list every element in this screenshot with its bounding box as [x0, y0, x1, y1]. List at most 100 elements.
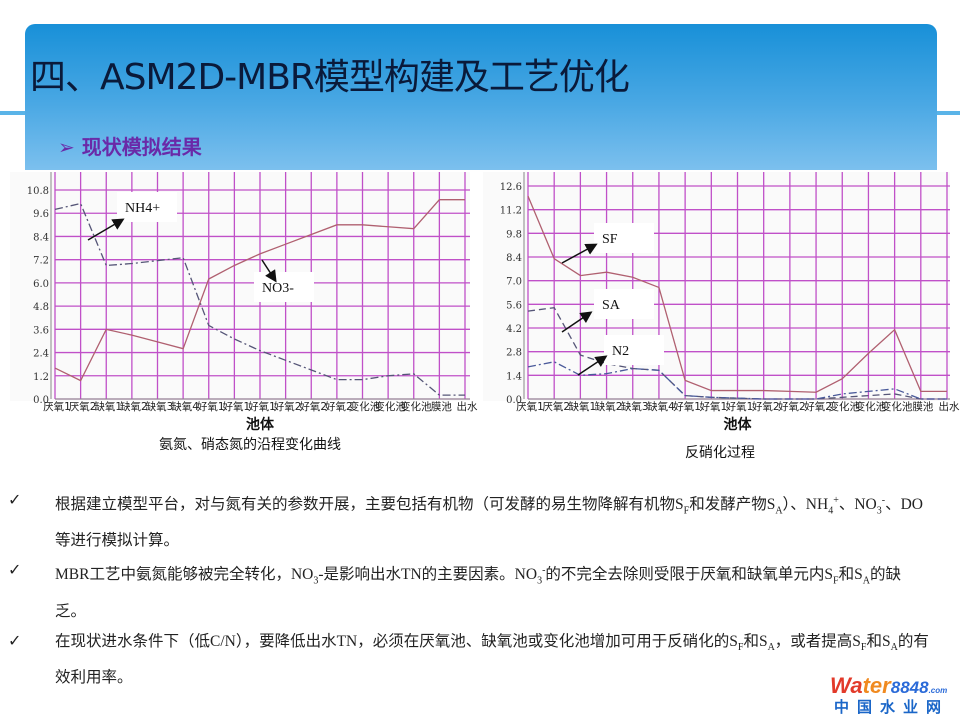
bullet-text: A: [862, 575, 870, 587]
x-tick-label: 出水: [457, 400, 478, 413]
bullet-text: ，或者提高S: [774, 632, 861, 650]
y-tick-label: 2.4: [33, 349, 49, 360]
x-tick-label: 缺氧2: [120, 400, 148, 413]
series-label: SF: [602, 232, 618, 247]
bullet-text: A: [775, 505, 783, 517]
bullet-text: MBR工艺中氨氮能够被完全转化，NO: [55, 566, 314, 584]
series-line-nh4: [54, 202, 465, 396]
x-tick-label: 好氧1: [726, 400, 754, 413]
series-label-box: [254, 272, 314, 302]
y-tick-label: 0.0: [33, 395, 49, 406]
chart-0: 0.0 1.2 2.4 3.6 4.8 6.0 7.2 8.4 9.6 10.8 厌氧1厌氧2缺氧1…: [10, 172, 478, 433]
x-tick-label: 膜池: [431, 400, 452, 413]
x-tick-label: 好氧1: [699, 400, 727, 413]
bullet-text: 、NO: [838, 496, 877, 514]
check-icon: ✓: [8, 632, 22, 650]
y-tick-label: 4.8: [33, 302, 49, 313]
x-tick-label: 好氧1: [223, 400, 251, 413]
bullet-text: 和发酵产物S: [689, 496, 776, 514]
bullet-text: ）、NH: [782, 496, 829, 514]
x-tick-label: 缺氧2: [595, 400, 623, 413]
x-tick-label: 膜池: [912, 400, 933, 413]
bullet-text: 3: [313, 575, 319, 587]
y-tick-label: 10.8: [27, 186, 49, 197]
series-line-sf: [527, 195, 947, 393]
chart-caption-left: 氨氮、硝态氮的沿程变化曲线: [159, 437, 341, 453]
bullet-text: +: [833, 495, 839, 506]
y-tick-label: 3.6: [33, 325, 49, 336]
bullet-text: 根据建立模型平台，对与氮有关的参数开展，主要包括有机物（可发酵的易生物降解有机物…: [55, 496, 684, 514]
bullet-text: 4: [828, 505, 834, 517]
y-tick-label: 2.8: [506, 348, 522, 359]
bullet-item: ✓ 在现状进水条件下（低C/N），要降低出水TN，必须在厌氧池、缺氧池或变化池增加…: [0, 627, 960, 693]
y-tick-label: 8.4: [33, 232, 49, 243]
x-tick-label: 缺氧4: [647, 400, 675, 413]
series-label: N2: [612, 344, 629, 359]
bullet-text: A: [767, 641, 775, 653]
x-axis-label: 池体: [246, 416, 275, 433]
y-tick-label: 1.4: [506, 371, 522, 382]
x-tick-label: 变化池: [349, 400, 381, 413]
x-tick-label: 好氧1: [197, 400, 225, 413]
series-label-box: [594, 289, 654, 319]
arrow-icon: [87, 218, 125, 241]
chart-caption-right: 反硝化过程: [685, 445, 755, 461]
x-tick-label: 缺氧3: [621, 400, 649, 413]
bullet-list: ✓ 根据建立模型平台，对与氮有关的参数开展，主要包括有机物（可发酵的易生物降解有机…: [0, 486, 960, 693]
arrow-icon: [577, 355, 608, 376]
y-tick-label: 8.4: [506, 253, 522, 264]
bullet-text: -: [881, 495, 886, 506]
check-icon: ✓: [8, 562, 22, 580]
arrow-icon: [261, 259, 277, 283]
x-tick-label: 缺氧4: [171, 400, 199, 413]
check-icon: ✓: [8, 492, 22, 509]
x-tick-label: 好氧2: [804, 400, 832, 413]
bullet-text: F: [860, 641, 867, 653]
x-tick-label: 变化池: [400, 400, 432, 413]
series-label: SA: [602, 298, 621, 313]
series-line-sa: [527, 307, 947, 400]
bullet-text: 和S: [866, 632, 891, 650]
bullet-text: 的有效利用率。: [55, 632, 929, 686]
x-tick-label: 缺氧1: [94, 400, 122, 413]
x-tick-label: 变化池: [855, 400, 887, 413]
y-tick-label: 11.2: [500, 206, 522, 217]
x-tick-label: 厌氧1: [516, 400, 544, 413]
x-tick-label: 好氧1: [673, 400, 701, 413]
x-tick-label: 好氧2: [325, 400, 353, 413]
plot-background: [483, 172, 950, 401]
bullet-text: 的缺乏。: [55, 566, 901, 620]
y-tick-label: 9.6: [33, 209, 49, 220]
x-tick-label: 好氧2: [274, 400, 302, 413]
x-tick-label: 厌氧2: [542, 400, 570, 413]
series-label: NO3-: [262, 281, 294, 296]
x-tick-label: 好氧2: [752, 400, 780, 413]
y-tick-label: 7.2: [33, 256, 49, 267]
slide-subtitle: ➢ 现状模拟结果: [58, 135, 202, 159]
series-line-n2: [527, 361, 947, 400]
x-tick-label: 好氧1: [248, 400, 276, 413]
series-label-box: [594, 223, 654, 253]
bullet-text: F: [683, 505, 690, 517]
x-tick-label: 变化池: [881, 400, 913, 413]
bullet-item: ✓ 根据建立模型平台，对与氮有关的参数开展，主要包括有机物（可发酵的易生物降解有机…: [0, 486, 960, 556]
bullet-text: F: [833, 575, 839, 587]
logo: Water8848.com: [830, 673, 948, 698]
bullet-text: 、DO等进行模拟计算。: [55, 496, 923, 550]
arrow-icon: [561, 243, 598, 264]
y-tick-label: 4.2: [506, 324, 522, 335]
bullet-text: A: [890, 641, 898, 653]
bullet-text: 的不完全去除则受限于厌氧和缺氧单元内S: [545, 566, 834, 584]
x-tick-label: 变化池: [374, 400, 406, 413]
arrow-icon: [561, 311, 593, 333]
y-tick-label: 6.0: [33, 279, 49, 290]
slide-title: 四、ASM2D-MBR模型构建及工艺优化: [30, 57, 630, 98]
y-tick-label: 7.0: [506, 277, 522, 288]
bullet-text: 3: [537, 575, 543, 587]
y-tick-label: 1.2: [33, 372, 49, 383]
bullet-text: 和S: [838, 566, 863, 584]
x-tick-label: 好氧2: [299, 400, 327, 413]
bullet-text: F: [737, 641, 744, 653]
x-tick-label: 好氧2: [778, 400, 806, 413]
series-label-box: [117, 192, 177, 222]
